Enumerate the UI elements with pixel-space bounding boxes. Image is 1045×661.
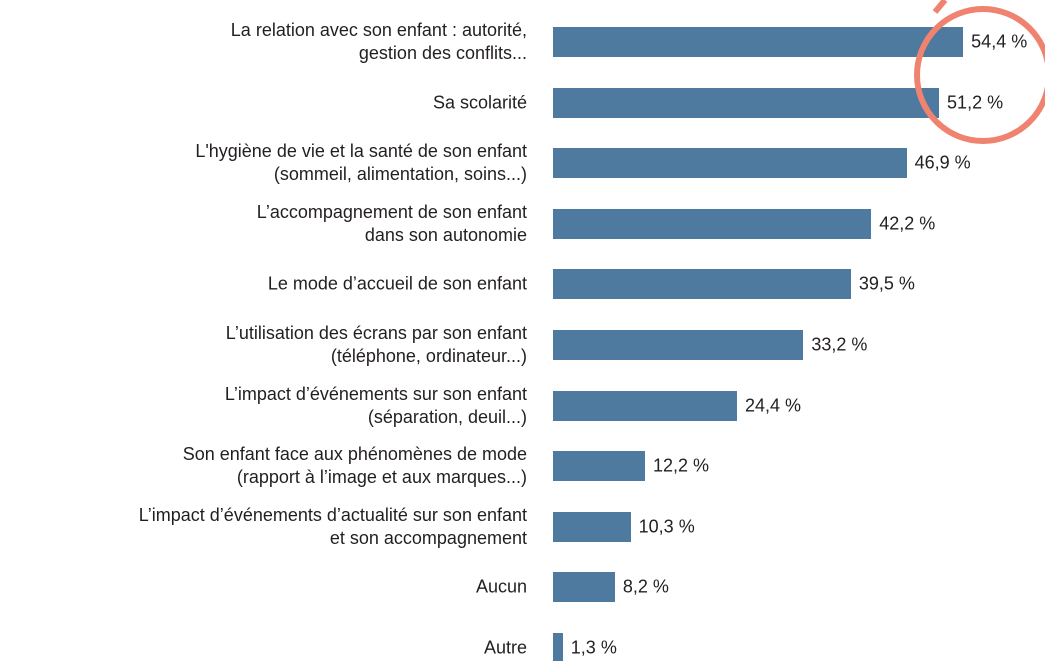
category-label: Aucun: [475, 576, 527, 597]
bar: [553, 572, 615, 603]
value-label: 39,5 %: [858, 273, 915, 294]
bar: [553, 27, 964, 57]
value-label: 10,3 %: [638, 516, 695, 537]
value-label: 51,2 %: [947, 92, 1004, 113]
bar: [553, 269, 851, 300]
bar: [553, 390, 737, 421]
category-label: Sa scolarité: [432, 92, 527, 113]
category-label: L’impact d’événements d’actualité sur so…: [138, 504, 527, 548]
bar: [553, 330, 804, 360]
value-label: 24,4 %: [744, 395, 802, 416]
bar: [553, 208, 872, 239]
value-label: 54,4 %: [971, 31, 1028, 52]
value-label: 46,9 %: [914, 152, 971, 173]
value-label: 12,2 %: [652, 455, 710, 476]
bar: [553, 87, 940, 118]
bar: [553, 148, 907, 179]
bar: [553, 511, 631, 542]
value-label: 1,3 %: [570, 637, 617, 658]
bar: [553, 633, 563, 661]
category-label: L'hygiène de vie et la santé de son enfa…: [195, 141, 527, 185]
category-label: L’accompagnement de son enfant dans son …: [256, 201, 527, 245]
category-label: L’impact d’événements sur son enfant (sé…: [224, 383, 527, 427]
category-label: La relation avec son enfant : autorité, …: [230, 20, 527, 63]
bar: [553, 451, 645, 482]
value-label: 8,2 %: [622, 576, 669, 597]
category-label: Son enfant face aux phénomènes de mode (…: [182, 444, 527, 488]
value-label: 42,2 %: [879, 213, 936, 234]
category-label: L’utilisation des écrans par son enfant …: [225, 323, 527, 366]
category-label: Autre: [483, 637, 527, 658]
value-label: 33,2 %: [811, 334, 868, 355]
category-label: Le mode d’accueil de son enfant: [267, 273, 527, 294]
